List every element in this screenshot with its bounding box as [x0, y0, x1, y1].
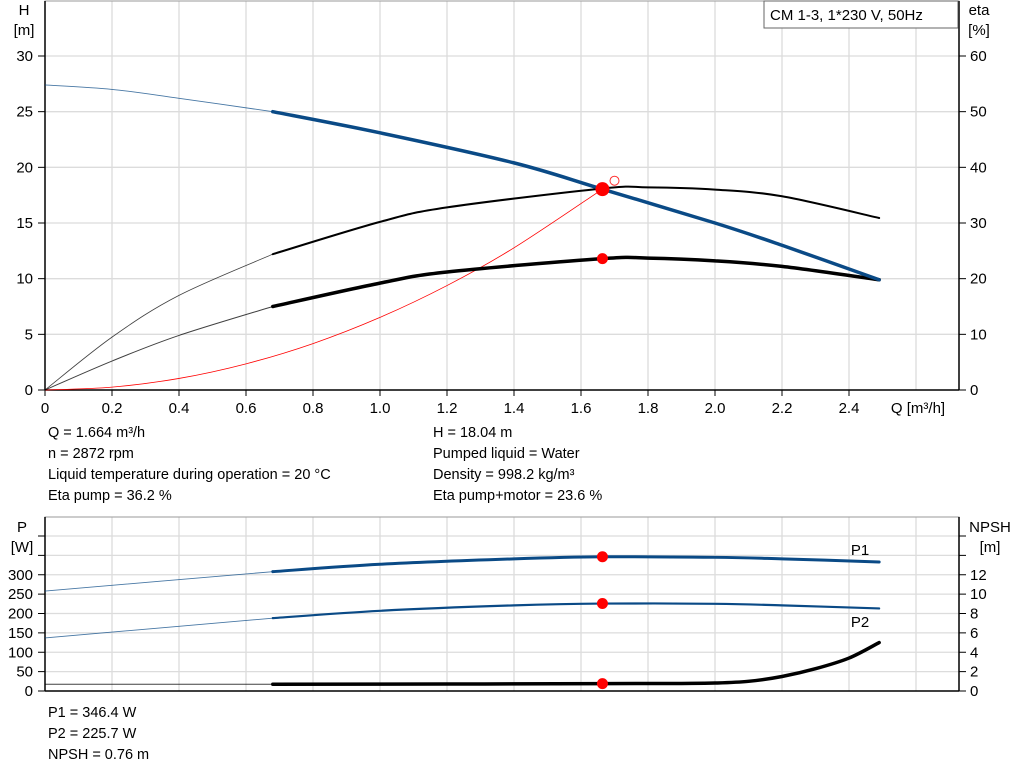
npsh-tick-label: 6: [970, 625, 978, 642]
y-axis-label: H: [19, 2, 30, 19]
npsh-tick-label: 12: [970, 567, 987, 584]
p-tick-label: 0: [25, 683, 33, 700]
system-curve: [44, 188, 603, 391]
x-tick-label: 0.4: [169, 400, 190, 417]
info-pumped-liquid: Pumped liquid = Water: [433, 446, 580, 462]
head-curve-extended: [44, 84, 273, 113]
y-tick-label: 0: [25, 382, 33, 399]
y2-tick-label: 60: [970, 48, 987, 65]
p-axis-unit: [W]: [11, 539, 34, 556]
p2-curve: [271, 602, 881, 620]
p-tick-label: 50: [16, 664, 33, 681]
npsh-axis-unit: [m]: [980, 539, 1001, 556]
info-npsh: NPSH = 0.76 m: [48, 747, 150, 763]
x-tick-label: 1.4: [504, 400, 525, 417]
p-tick-label: 300: [8, 567, 33, 584]
requested-point-marker: [609, 175, 620, 186]
y-axis-unit: [m]: [14, 22, 35, 39]
p2-curve-extended: [44, 617, 273, 639]
eta-pump-curve: [271, 185, 881, 256]
npsh-tick-label: 10: [970, 586, 987, 603]
p-tick-label: 250: [8, 586, 33, 603]
y2-tick-label: 50: [970, 104, 987, 121]
x-tick-label: 0: [41, 400, 49, 417]
info-speed: n = 2872 rpm: [48, 446, 134, 462]
y2-tick-label: 10: [970, 326, 987, 343]
x-tick-label: 2.2: [772, 400, 793, 417]
legend-box: [763, 0, 959, 29]
x-tick-label: 0.6: [236, 400, 257, 417]
info-flow: Q = 1.664 m³/h: [48, 425, 146, 441]
y2-axis-label: eta: [969, 2, 991, 19]
y-tick-label: 20: [16, 159, 33, 176]
x-tick-label: 0.8: [303, 400, 324, 417]
p-axis-label: P: [17, 519, 27, 536]
eta-pump-motor-curve-extended: [44, 306, 273, 391]
info-liquid-temp: Liquid temperature during operation = 20…: [48, 467, 331, 483]
p1-series-label: P1: [851, 542, 869, 559]
y2-tick-label: 20: [970, 271, 987, 288]
eta-pump-curve-extended: [44, 253, 273, 391]
head-curve: [271, 109, 881, 282]
info-head: H = 18.04 m: [433, 425, 513, 441]
x-tick-label: 1.6: [571, 400, 592, 417]
info-eta-pump: Eta pump = 36.2 %: [48, 488, 172, 504]
y2-tick-label: 40: [970, 159, 987, 176]
y-tick-label: 15: [16, 215, 33, 232]
x-tick-label: 2.4: [839, 400, 860, 417]
info-eta-pump-motor: Eta pump+motor = 23.6 %: [433, 488, 603, 504]
top-plot-frame: [44, 0, 960, 391]
y-tick-label: 10: [16, 271, 33, 288]
p-tick-label: 200: [8, 606, 33, 623]
y2-tick-label: 30: [970, 215, 987, 232]
eta-pump-motor-marker: [596, 253, 608, 265]
eta-pump-motor-curve: [271, 255, 881, 309]
x-tick-label: 1.8: [638, 400, 659, 417]
p2-marker: [596, 598, 608, 610]
y2-axis-unit: [%]: [968, 22, 990, 39]
p1-marker: [596, 551, 608, 563]
x-tick-label: 0.2: [102, 400, 123, 417]
info-density: Density = 998.2 kg/m³: [433, 467, 575, 483]
duty-point-marker: [595, 182, 610, 197]
y-tick-label: 30: [16, 48, 33, 65]
legend-title: CM 1-3, 1*230 V, 50Hz: [770, 7, 923, 24]
x-tick-label: 1.2: [437, 400, 458, 417]
p1-curve: [271, 555, 881, 574]
p2-series-label: P2: [851, 614, 869, 631]
y2-tick-label: 0: [970, 382, 978, 399]
p-tick-label: 150: [8, 625, 33, 642]
npsh-tick-label: 8: [970, 606, 978, 623]
y-tick-label: 5: [25, 326, 33, 343]
y-tick-label: 25: [16, 104, 33, 121]
bottom-plot-frame: [44, 516, 960, 692]
npsh-tick-label: 2: [970, 664, 978, 681]
x-tick-label: 1.0: [370, 400, 391, 417]
p1-curve-extended: [44, 571, 273, 592]
npsh-marker: [596, 678, 608, 690]
npsh-tick-label: 4: [970, 644, 978, 661]
info-p2: P2 = 225.7 W: [48, 726, 137, 742]
npsh-curve: [271, 640, 881, 686]
x-axis-label: Q [m³/h]: [891, 400, 945, 417]
info-p1: P1 = 346.4 W: [48, 705, 137, 721]
x-tick-label: 2.0: [705, 400, 726, 417]
npsh-axis-label: NPSH: [969, 519, 1011, 536]
npsh-tick-label: 0: [970, 683, 978, 700]
p-tick-label: 100: [8, 644, 33, 661]
